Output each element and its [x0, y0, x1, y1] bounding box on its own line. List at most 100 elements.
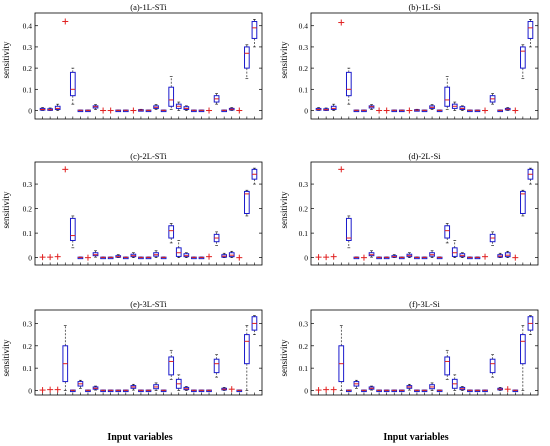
- box-21: [467, 109, 473, 113]
- box-body: [168, 225, 175, 239]
- box-29: [527, 19, 534, 48]
- panel-6: (f)-3L-Si 0 0.1 0.2 0.3: [299, 299, 539, 396]
- box-27: [512, 389, 519, 393]
- box-5: [345, 67, 352, 105]
- box-body: [168, 356, 175, 376]
- box-body: [520, 46, 526, 69]
- box-20: [459, 105, 466, 111]
- box-body: [244, 334, 250, 365]
- box-26: [228, 107, 235, 111]
- box-5: [345, 215, 352, 249]
- box-29: [251, 167, 258, 185]
- box-19: [451, 101, 458, 111]
- box-18: [444, 76, 451, 110]
- box-4: [62, 18, 69, 25]
- box-26: [228, 386, 235, 393]
- box-25: [497, 109, 504, 113]
- box-25: [221, 109, 228, 113]
- box-23: [482, 253, 489, 260]
- box-28: [520, 189, 526, 217]
- y-tick-label: 0.2: [23, 205, 33, 214]
- box-28: [520, 44, 526, 80]
- box-28: [520, 325, 526, 391]
- y-tick-label: 0: [28, 254, 32, 263]
- box-22: [198, 389, 205, 393]
- box-17: [436, 109, 443, 113]
- box-7: [361, 109, 367, 113]
- box-7: [85, 389, 91, 393]
- box-10: [383, 107, 390, 114]
- y-tick-label: 0.3: [299, 43, 309, 52]
- y-tick-label: 0.2: [299, 205, 309, 214]
- box-19: [175, 101, 182, 111]
- box-body: [451, 247, 458, 257]
- box-4: [338, 166, 345, 173]
- box-10: [383, 389, 390, 393]
- box-22: [474, 256, 481, 260]
- box-2: [47, 254, 54, 261]
- box-body: [69, 71, 76, 97]
- box-6: [77, 109, 84, 113]
- box-14: [414, 389, 420, 393]
- y-tick-label: 0: [304, 107, 308, 116]
- box-8: [92, 250, 99, 258]
- box-14: [414, 108, 420, 112]
- box-body: [444, 225, 451, 239]
- box-2: [47, 386, 54, 393]
- box-13: [406, 107, 413, 114]
- box-body: [330, 105, 337, 110]
- box-16: [153, 250, 159, 258]
- box-7: [361, 389, 367, 393]
- box-27: [236, 254, 243, 261]
- y-tick-label: 0.2: [23, 64, 33, 73]
- box-12: [398, 389, 405, 393]
- box-15: [421, 256, 428, 260]
- box-body: [244, 46, 250, 69]
- box-11: [391, 389, 398, 393]
- box-body: [444, 86, 451, 107]
- box-1: [39, 107, 46, 111]
- box-18: [168, 76, 175, 110]
- box-3: [54, 253, 61, 260]
- y-tick-label: 0.1: [299, 229, 309, 238]
- box-17: [436, 256, 443, 260]
- box-17: [160, 109, 167, 113]
- box-20: [459, 386, 466, 391]
- box-9: [100, 256, 106, 260]
- box-11: [115, 109, 122, 113]
- box-9: [100, 107, 107, 114]
- y-axis-label: sensitivity: [279, 191, 289, 229]
- panel-1: (a)-1L-STi 0 0.1 0.2 0.3 0.4: [23, 2, 263, 120]
- box-body: [520, 190, 526, 215]
- y-tick-label: 0: [304, 387, 308, 396]
- box-13: [130, 252, 137, 258]
- box-body: [244, 190, 250, 215]
- box-body: [54, 105, 61, 110]
- box-27: [236, 107, 243, 114]
- box-3: [330, 103, 337, 111]
- plot-frame: [34, 161, 263, 266]
- box-12: [122, 256, 129, 260]
- box-23: [482, 389, 488, 393]
- box-29: [251, 19, 258, 48]
- y-tick-label: 0.3: [23, 319, 33, 328]
- box-1: [39, 254, 46, 261]
- box-2: [323, 254, 330, 261]
- box-7: [360, 254, 367, 261]
- box-2: [47, 107, 53, 111]
- box-25: [497, 252, 504, 258]
- box-19: [451, 374, 458, 391]
- box-11: [115, 254, 122, 258]
- box-9: [376, 256, 382, 260]
- box-10: [107, 256, 114, 260]
- y-axis-label: sensitivity: [1, 41, 11, 79]
- box-14: [138, 389, 144, 393]
- box-4: [338, 19, 345, 26]
- box-8: [368, 104, 375, 110]
- y-tick-label: 0.2: [299, 64, 309, 73]
- box-13: [406, 252, 413, 258]
- box-25: [497, 387, 504, 391]
- box-1: [315, 387, 322, 394]
- box-29: [251, 315, 258, 335]
- box-1: [39, 387, 46, 394]
